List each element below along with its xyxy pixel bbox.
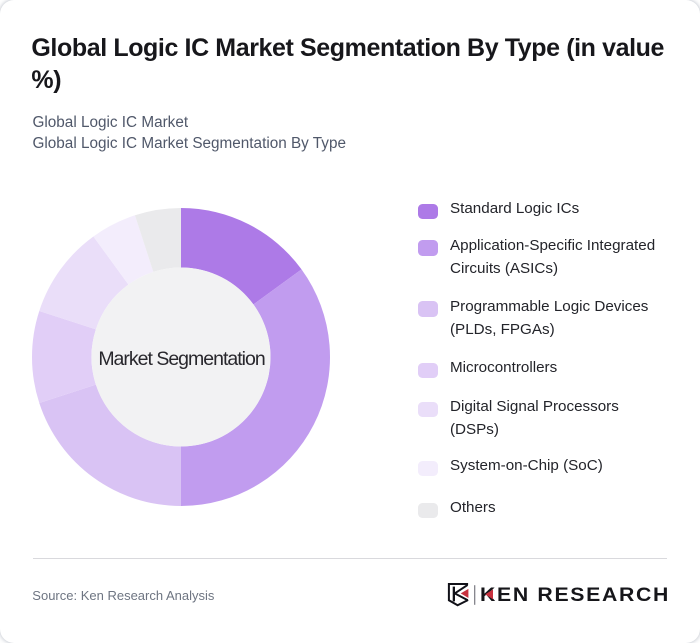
- svg-text:KEN RESEARCH: KEN RESEARCH: [480, 585, 670, 606]
